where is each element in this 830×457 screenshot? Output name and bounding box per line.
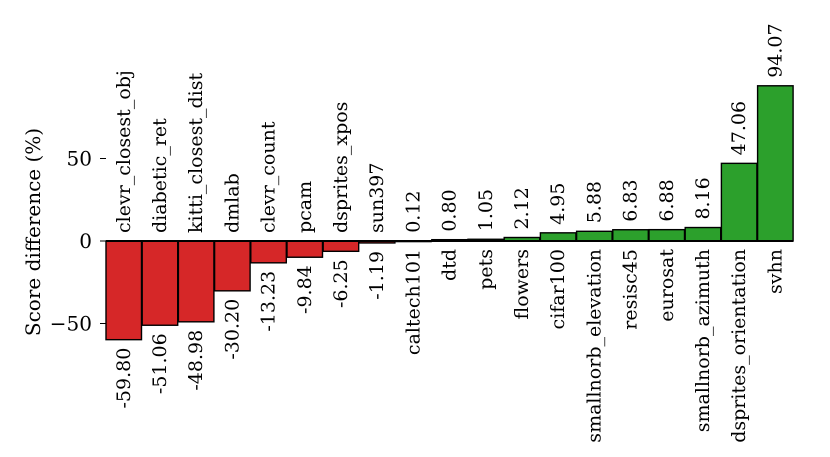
value-label-dmlab: -30.20 xyxy=(221,299,243,360)
value-label-resisc45: 6.83 xyxy=(620,179,642,221)
bar-clevr_closest_obj xyxy=(105,240,143,341)
bar-svhn xyxy=(756,85,794,242)
value-label-dsprites_orientation: 47.06 xyxy=(728,101,750,155)
value-label-diabetic_ret: -51.06 xyxy=(149,333,171,394)
category-label-diabetic_ret: diabetic_ret xyxy=(149,118,171,233)
y-tick-label: −50 xyxy=(50,312,92,336)
value-label-smallnorb_elevation: 5.88 xyxy=(583,181,605,223)
value-label-caltech101: 0.12 xyxy=(402,190,424,232)
labels-group: clevr_closest_obj -59.80 diabetic_ret -51.0… xyxy=(113,23,787,442)
bar-eurosat xyxy=(648,228,686,242)
category-label-eurosat: eurosat xyxy=(656,249,678,322)
bar-smallnorb_azimuth xyxy=(684,226,722,242)
category-label-sun397: sun397 xyxy=(366,163,388,234)
bar-smallnorb_elevation xyxy=(575,230,613,242)
bar-diabetic_ret xyxy=(141,240,179,326)
bar-pcam xyxy=(286,240,324,258)
bar-clevr_count xyxy=(250,240,288,264)
category-label-smallnorb_elevation: smallnorb_elevation xyxy=(583,249,605,443)
value-label-pcam: -9.84 xyxy=(294,265,316,314)
category-label-clevr_count: clevr_count xyxy=(258,121,280,233)
y-tick-label: 0 xyxy=(79,229,92,253)
value-label-cifar100: 4.95 xyxy=(547,183,569,225)
category-label-pets: pets xyxy=(475,249,497,290)
bar-resisc45 xyxy=(612,229,649,242)
category-label-dsprites_orientation: dsprites_orientation xyxy=(728,249,750,443)
value-label-pets: 1.05 xyxy=(475,189,497,231)
category-label-pcam: pcam xyxy=(294,181,316,233)
category-label-cifar100: cifar100 xyxy=(547,249,569,329)
value-label-eurosat: 6.88 xyxy=(656,179,678,221)
value-label-dsprites_xpos: -6.25 xyxy=(330,259,352,308)
value-label-sun397: -1.19 xyxy=(366,251,388,300)
category-label-dtd: dtd xyxy=(439,249,461,281)
category-label-dmlab: dmlab xyxy=(221,173,243,233)
category-label-dsprites_xpos: dsprites_xpos xyxy=(330,102,352,233)
y-axis-label: Score difference (%) xyxy=(21,128,45,336)
category-label-kitti_closest_dist: kitti_closest_dist xyxy=(185,73,207,233)
value-label-dtd: 0.80 xyxy=(439,189,461,231)
value-label-smallnorb_azimuth: 8.16 xyxy=(692,177,714,219)
y-tick-label: 50 xyxy=(67,147,92,171)
bar-dsprites_xpos xyxy=(322,240,360,253)
value-label-clevr_count: -13.23 xyxy=(258,271,280,332)
bar-kitti_closest_dist xyxy=(177,240,215,323)
value-label-kitti_closest_dist: -48.98 xyxy=(185,330,207,391)
category-label-smallnorb_azimuth: smallnorb_azimuth xyxy=(692,249,714,432)
value-label-flowers: 2.12 xyxy=(511,187,533,229)
y-axis: −50 0 50 xyxy=(50,147,106,336)
value-label-clevr_closest_obj: -59.80 xyxy=(113,348,135,409)
value-label-svhn: 94.07 xyxy=(764,23,786,77)
bar-cifar100 xyxy=(539,232,577,242)
category-label-resisc45: resisc45 xyxy=(620,249,642,330)
category-label-clevr_closest_obj: clevr_closest_obj xyxy=(113,70,135,233)
category-label-caltech101: caltech101 xyxy=(402,249,424,355)
category-label-svhn: svhn xyxy=(764,249,786,294)
category-label-flowers: flowers xyxy=(511,249,533,319)
bar-dsprites_orientation xyxy=(720,162,758,242)
bar-dmlab xyxy=(213,240,251,292)
